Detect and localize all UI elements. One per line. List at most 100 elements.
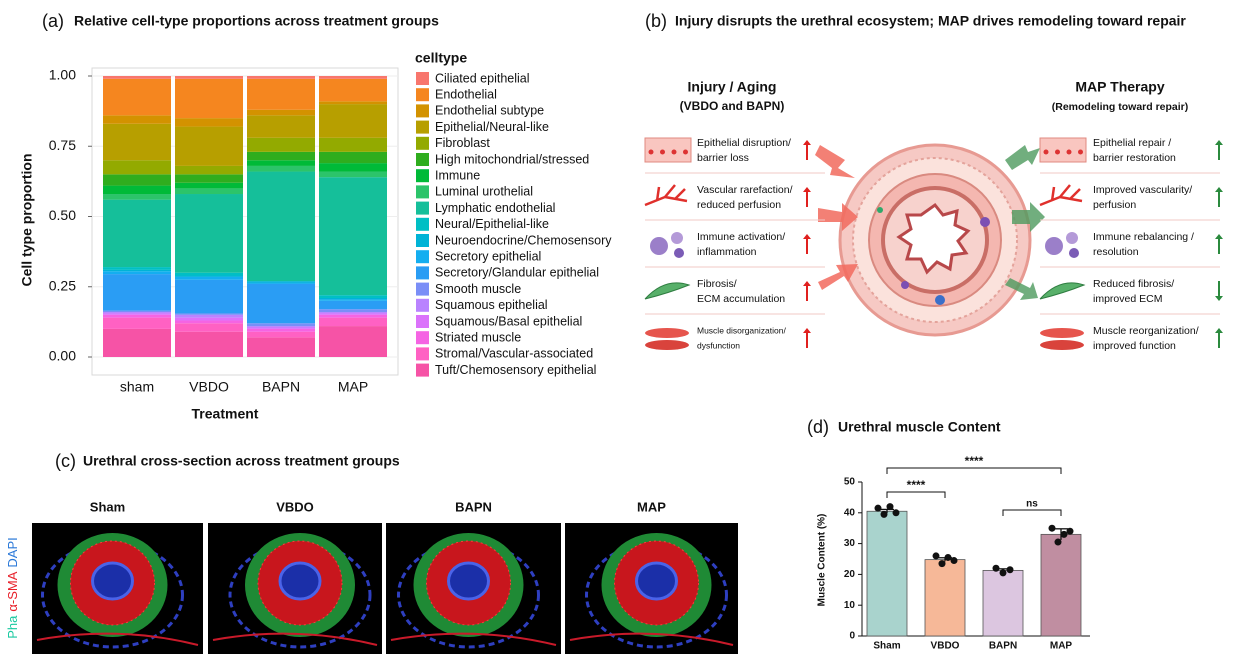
bar-segment xyxy=(103,160,171,175)
significance-label: ns xyxy=(1026,499,1038,510)
legend-label: Immune xyxy=(435,168,480,182)
icon-nucleus xyxy=(1043,149,1049,155)
bar-segment xyxy=(247,165,315,172)
legend-label: Endothelial subtype xyxy=(435,104,544,118)
data-point xyxy=(944,553,952,561)
row-icon xyxy=(1039,184,1083,207)
row-text: resolution xyxy=(1093,246,1139,258)
legend-swatch xyxy=(416,217,429,231)
data-point xyxy=(886,503,894,511)
data-point xyxy=(1060,530,1068,538)
icon-muscle xyxy=(645,340,689,350)
bar xyxy=(924,559,966,637)
bar-segment xyxy=(175,314,243,318)
bar-segment xyxy=(103,78,171,116)
legend-label: Secretory epithelial xyxy=(435,249,541,263)
bar-segment xyxy=(103,123,171,161)
bar-segment xyxy=(103,313,171,315)
y-tick-label: 20 xyxy=(844,569,856,580)
bar-segment xyxy=(175,174,243,183)
panel-label: (a) xyxy=(42,11,64,31)
icon-muscle xyxy=(1040,340,1084,350)
micrograph-lumen xyxy=(91,561,134,601)
y-tick-label: 0 xyxy=(849,631,855,642)
icon-muscle xyxy=(645,328,689,338)
x-axis-title: Treatment xyxy=(192,406,259,422)
row-text: dysfunction xyxy=(697,340,740,350)
bar-segment xyxy=(319,312,387,314)
micrograph-lumen xyxy=(635,561,678,601)
bar-segment xyxy=(319,313,387,315)
bar-segment xyxy=(103,269,171,272)
significance-label: **** xyxy=(965,454,984,468)
bar-segment xyxy=(319,314,387,318)
x-tick-label: MAP xyxy=(338,379,368,395)
micrograph-lumen xyxy=(447,561,490,601)
significance-bracket xyxy=(1002,509,1062,516)
legend-swatch xyxy=(416,120,429,134)
data-point xyxy=(880,510,888,518)
stain-name: DAPI xyxy=(5,537,20,567)
trend-arrow-head xyxy=(803,140,811,145)
cross-section-illustration xyxy=(838,143,1032,337)
micrograph-vessel xyxy=(390,632,557,646)
micrograph-vessel xyxy=(212,632,378,646)
data-point xyxy=(999,569,1007,577)
x-tick-label: BAPN xyxy=(989,641,1017,652)
row-icon xyxy=(1039,137,1087,163)
bar-segment xyxy=(319,177,387,296)
row-text: ECM accumulation xyxy=(697,293,785,305)
image-label: BAPN xyxy=(455,499,492,514)
stain-label: Pha α-SMA DAPI xyxy=(5,537,20,639)
legend-swatch xyxy=(416,266,429,280)
y-tick-label: 0.00 xyxy=(49,348,76,364)
repair-arrows xyxy=(1005,145,1045,300)
legend-swatch xyxy=(416,250,429,264)
trend-arrow-head xyxy=(1215,140,1223,145)
bar-segment xyxy=(247,331,315,338)
data-point xyxy=(932,552,940,560)
icon-fibroblast xyxy=(1039,282,1086,300)
legend-swatch xyxy=(416,315,429,328)
data-point xyxy=(892,509,900,517)
data-point xyxy=(1066,527,1074,535)
row-text: Muscle reorganization/ xyxy=(1093,325,1199,337)
x-tick-label: BAPN xyxy=(262,379,300,395)
bar-segment xyxy=(247,76,315,79)
legend-swatch xyxy=(416,347,429,361)
legend-swatch xyxy=(416,298,429,312)
row-text: reduced perfusion xyxy=(697,199,781,211)
icon-nucleus xyxy=(671,149,677,155)
icon-nucleus xyxy=(1066,149,1072,155)
micrograph-outer xyxy=(585,541,728,649)
row-text: Immune rebalancing / xyxy=(1093,231,1194,243)
bar-segment xyxy=(247,283,315,324)
bar-segment xyxy=(103,115,171,124)
micrograph-outer xyxy=(397,541,540,649)
bar-segment xyxy=(175,188,243,195)
icon-cells xyxy=(1039,137,1087,163)
images-title: Urethral cross-section across treatment … xyxy=(83,453,400,469)
data-point xyxy=(1054,538,1062,546)
column-subtitle: (Remodeling toward repair) xyxy=(1052,101,1189,113)
bar-segment xyxy=(247,281,315,283)
bar-segment xyxy=(103,185,171,195)
panel-label: (d) xyxy=(807,417,829,437)
image-label: Sham xyxy=(90,499,125,514)
row-icon xyxy=(645,328,689,350)
legend-title: celltype xyxy=(415,50,467,66)
row-text: barrier restoration xyxy=(1093,152,1176,164)
bar-segment xyxy=(175,313,243,315)
icon-vessel xyxy=(644,184,688,207)
data-point xyxy=(1048,524,1056,532)
stain-name: α-SMA xyxy=(5,571,20,611)
legend-swatch xyxy=(416,234,429,247)
bar-segment xyxy=(319,76,387,79)
icon-immune xyxy=(671,232,683,244)
legend-swatch xyxy=(416,185,429,199)
legend-swatch xyxy=(416,282,429,296)
icon-immune xyxy=(1069,248,1079,258)
x-tick-label: sham xyxy=(120,379,154,395)
bar-segment xyxy=(175,317,243,321)
image-label: MAP xyxy=(637,499,666,514)
